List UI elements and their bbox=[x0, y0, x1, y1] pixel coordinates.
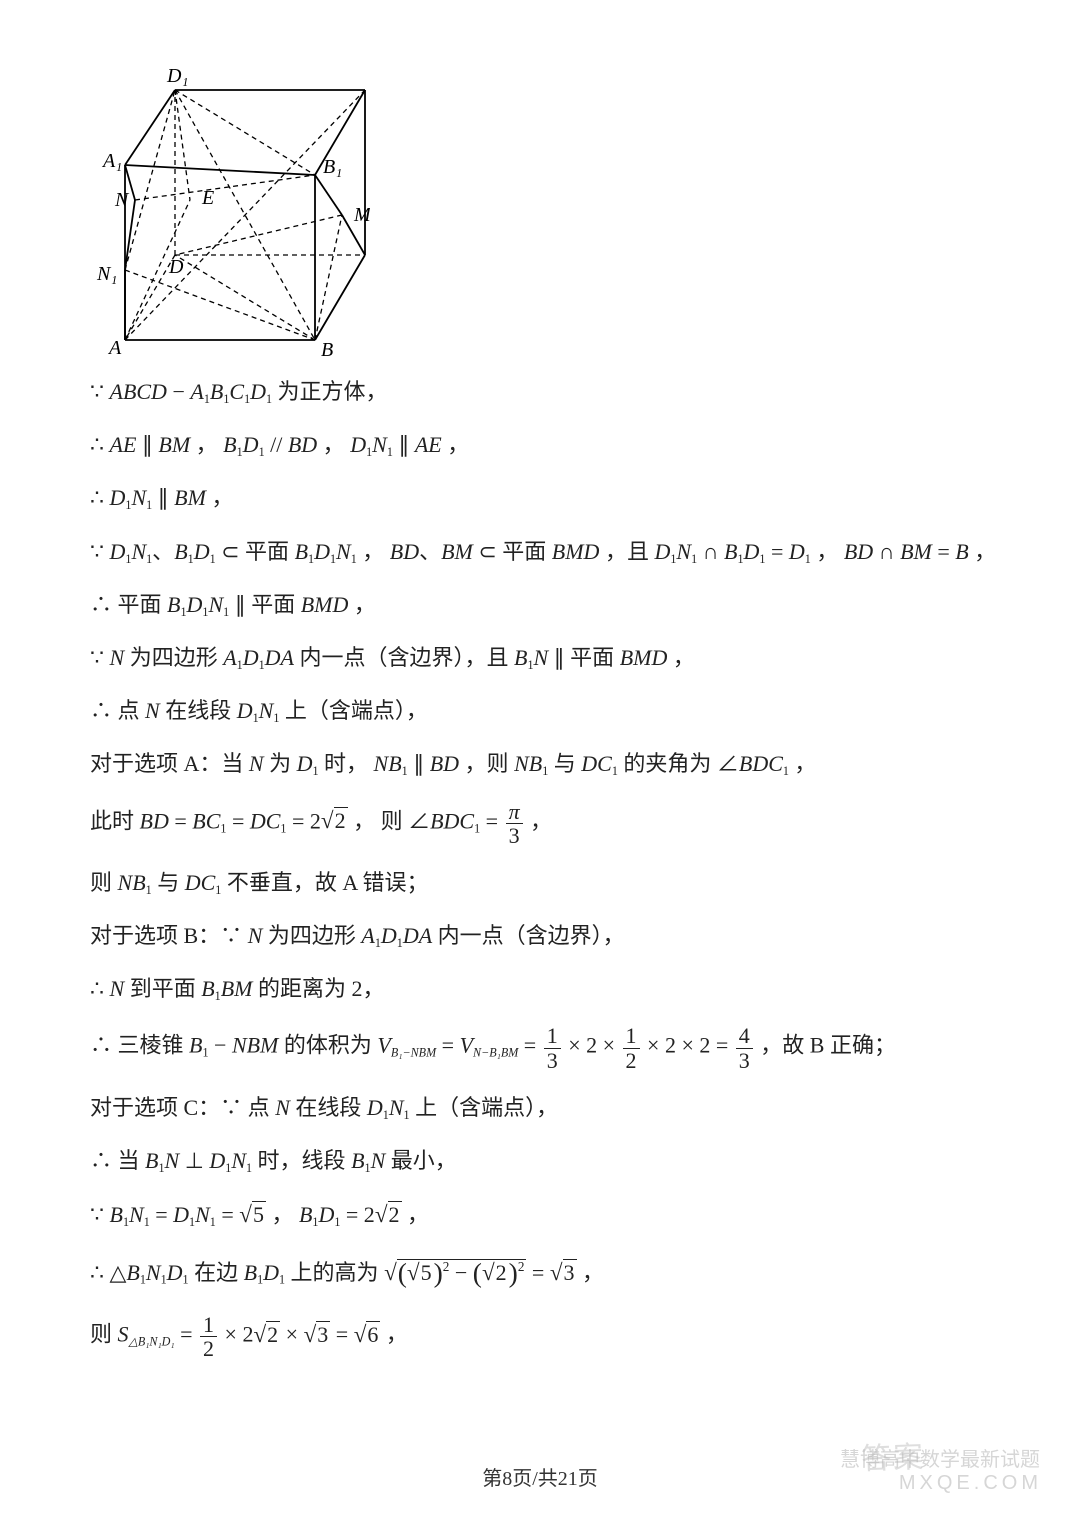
line-l9: 此时 BD = BC1 = DC1 = 2√2 ， 则 ∠BDC1 = π3 ， bbox=[90, 800, 990, 847]
line-l7: ∴ 点 N 在线段 D1N1 上（含端点）， bbox=[90, 693, 990, 728]
page-footer: 第8页/共21页 bbox=[0, 1462, 1080, 1491]
line-l12: ∴ N 到平面 B1BM 的距离为 2， bbox=[90, 971, 990, 1006]
line-l11: 对于选项 B：∵ N 为四边形 A1D1DA 内一点（含边界）， bbox=[90, 918, 990, 953]
line-l15: ∴ 当 B1N ⊥ D1N1 时，线段 B1N 最小， bbox=[90, 1143, 990, 1178]
line-l1: ∵ ABCD − A1B1C1D1 为正方体， bbox=[90, 374, 990, 409]
svg-text:N: N bbox=[114, 189, 130, 211]
svg-text:A: A bbox=[107, 337, 122, 359]
svg-text:M: M bbox=[353, 204, 370, 226]
line-l4: ∵ D1N1、B1D1 ⊂ 平面 B1D1N1 ， BD、BM ⊂ 平面 BMD… bbox=[90, 534, 990, 569]
svg-text:N₁: N₁ bbox=[96, 263, 117, 285]
line-l16: ∵ B1N1 = D1N1 = √5 ， B1D1 = 2√2 ， bbox=[90, 1196, 990, 1233]
cube-diagram: ABCDA₁B₁C₁D₁NN₁EM bbox=[90, 60, 370, 360]
line-l14: 对于选项 C：∵ 点 N 在线段 D1N1 上（含端点）， bbox=[90, 1090, 990, 1125]
svg-text:B₁: B₁ bbox=[323, 156, 342, 178]
page: ABCDA₁B₁C₁D₁NN₁EM ∵ ABCD − A1B1C1D1 为正方体… bbox=[0, 0, 1080, 1527]
line-l10: 则 NB1 与 DC1 不垂直，故 A 错误； bbox=[90, 865, 990, 900]
line-l5: ∴ 平面 B1D1N1 ∥ 平面 BMD ， bbox=[90, 587, 990, 622]
svg-text:D: D bbox=[168, 256, 184, 278]
line-l8: 对于选项 A：当 N 为 D1 时， NB1 ∥ BD ，则 NB1 与 DC1… bbox=[90, 746, 990, 781]
svg-text:A₁: A₁ bbox=[101, 150, 122, 172]
svg-text:B: B bbox=[321, 339, 333, 360]
line-l2: ∴ AE ∥ BM ， B1D1 // BD ， D1N1 ∥ AE ， bbox=[90, 427, 990, 462]
svg-text:D₁: D₁ bbox=[166, 65, 188, 87]
line-l3: ∴ D1N1 ∥ BM ， bbox=[90, 480, 990, 515]
svg-text:E: E bbox=[201, 187, 214, 209]
line-l18: 则 S△B₁N₁D₁ = 12 × 2√2 × √3 = √6 ， bbox=[90, 1313, 990, 1360]
math-body: ∵ ABCD − A1B1C1D1 为正方体， ∴ AE ∥ BM ， B1D1 … bbox=[90, 374, 990, 1360]
line-l17: ∴ △B1N1D1 在边 B1D1 上的高为 √(√5)2 − (√2)2 = … bbox=[90, 1251, 990, 1295]
line-l13: ∴ 三棱锥 B1 − NBM 的体积为 VB₁−NBM = VN−B₁BM = … bbox=[90, 1024, 990, 1071]
line-l6: ∵ N 为四边形 A1D1DA 内一点（含边界），且 B1N ∥ 平面 BMD … bbox=[90, 640, 990, 675]
